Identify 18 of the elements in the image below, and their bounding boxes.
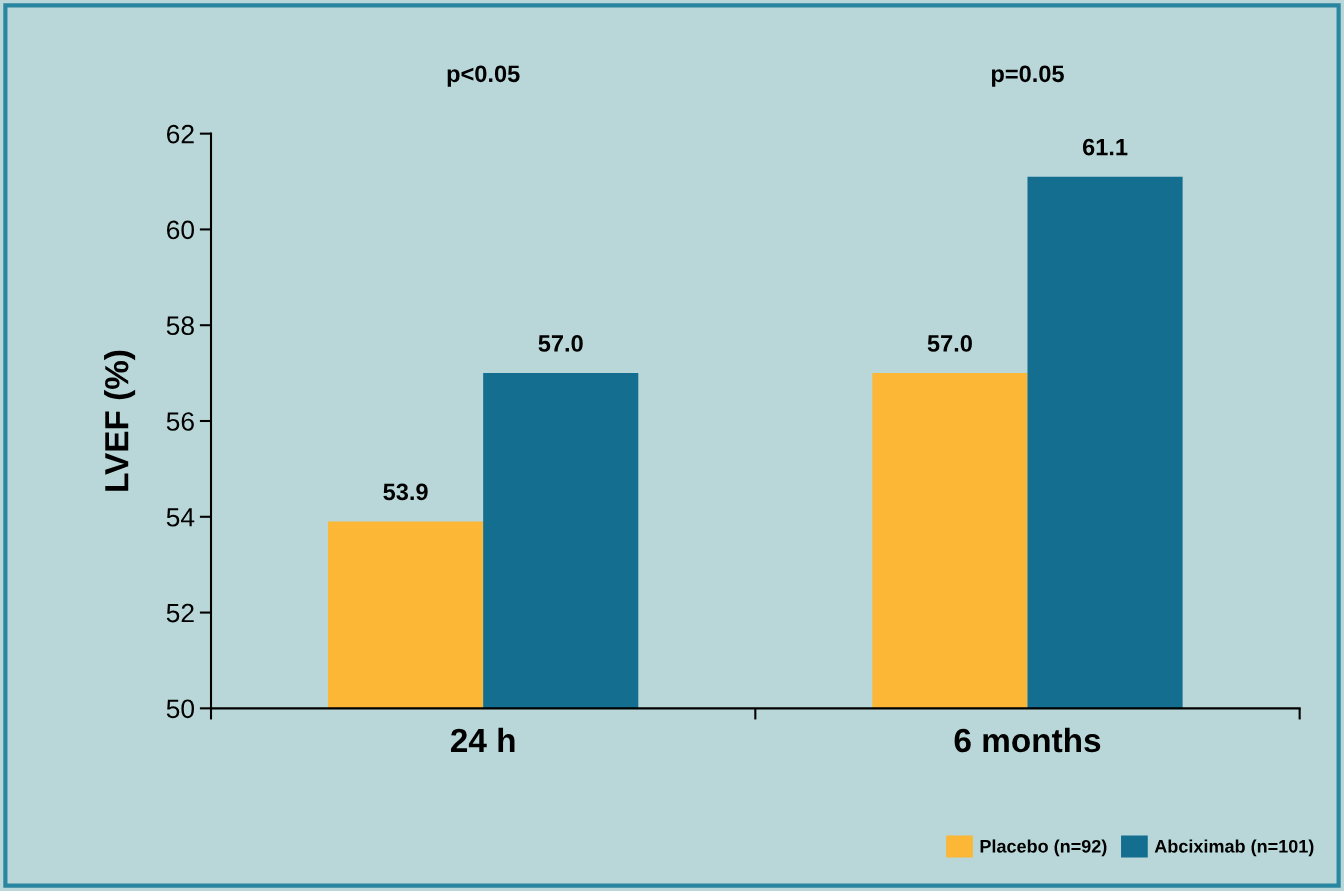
x-tick-label: 6 months <box>954 727 1101 753</box>
y-tick-label: 54 <box>166 508 195 527</box>
y-tick-label: 60 <box>167 220 195 240</box>
text: p<0.05 <box>447 65 520 87</box>
legend-label: Abciximab (n=101) <box>1154 839 1314 857</box>
text: 57.0 <box>538 335 583 352</box>
y-tick-label: 62 <box>167 124 194 144</box>
y-tick-label: 58 <box>166 316 194 336</box>
y-tick-label: 56 <box>166 412 194 431</box>
text: 53.9 <box>383 483 428 501</box>
text: p=0.05 <box>991 65 1064 87</box>
y-axis-title: LVEF (%) <box>104 350 136 491</box>
x-tick-label: 24 h <box>450 727 515 752</box>
y-tick-label: 52 <box>166 603 194 623</box>
text: 57.0 <box>927 335 972 352</box>
y-tick-label: 50 <box>166 699 195 719</box>
legend-label: Placebo (n=92) <box>980 839 1107 857</box>
text: 61.1 <box>1082 138 1128 156</box>
